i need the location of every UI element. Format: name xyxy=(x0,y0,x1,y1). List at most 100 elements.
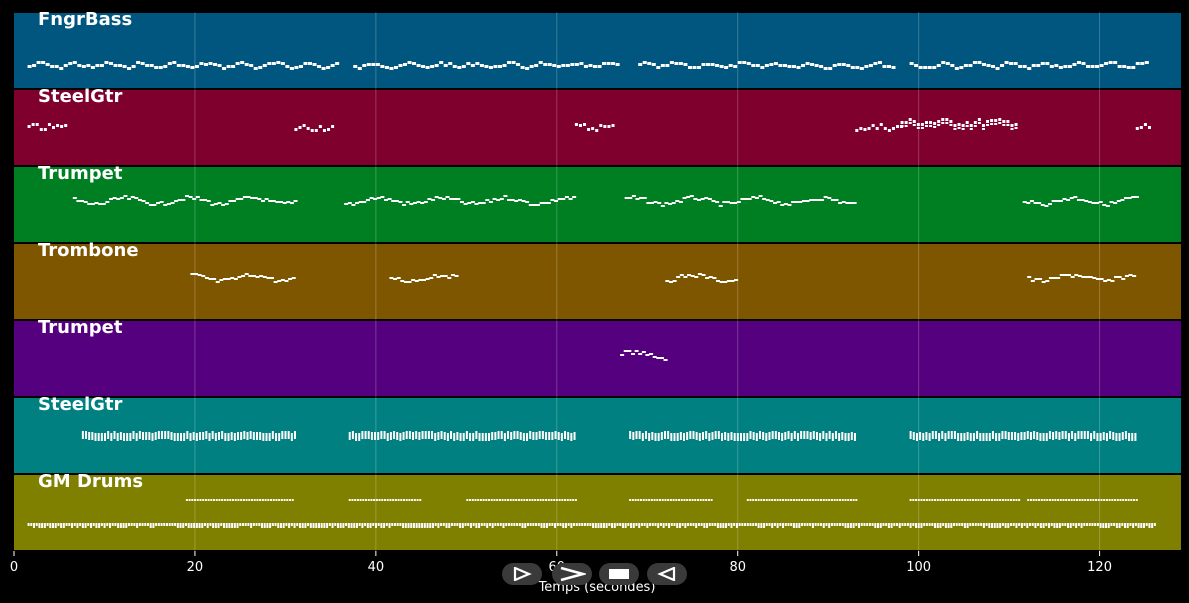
note-mark xyxy=(54,523,57,526)
note-mark xyxy=(957,127,961,129)
note-mark xyxy=(579,62,584,65)
note-mark xyxy=(583,523,586,526)
note-mark xyxy=(445,526,448,528)
note-mark xyxy=(777,432,780,440)
note-mark xyxy=(1110,280,1115,282)
note-mark xyxy=(475,431,478,439)
note-mark xyxy=(336,526,339,528)
track-lane xyxy=(14,475,1181,550)
note-mark xyxy=(724,432,727,440)
note-mark xyxy=(312,523,315,526)
note-mark xyxy=(277,523,280,526)
note-mark xyxy=(1111,499,1114,501)
note-mark xyxy=(1086,523,1089,526)
note-mark xyxy=(624,526,627,528)
note-mark xyxy=(479,64,484,67)
note-mark xyxy=(358,523,361,526)
note-mark xyxy=(161,431,164,439)
note-mark xyxy=(809,199,814,201)
track-notes xyxy=(27,118,1151,132)
note-mark xyxy=(891,127,895,130)
note-mark xyxy=(714,431,717,439)
note-mark xyxy=(1117,276,1122,278)
note-mark xyxy=(1031,64,1036,67)
note-mark xyxy=(1062,499,1065,501)
note-mark xyxy=(1103,499,1106,501)
note-mark xyxy=(969,128,973,130)
note-mark xyxy=(1052,277,1057,279)
play-button[interactable] xyxy=(502,563,542,585)
note-mark xyxy=(578,124,582,127)
note-mark xyxy=(823,196,828,198)
note-mark xyxy=(934,526,937,528)
note-mark xyxy=(277,526,280,528)
note-mark xyxy=(283,499,286,501)
note-mark xyxy=(1112,432,1115,440)
note-mark xyxy=(749,499,752,501)
note-mark xyxy=(1055,431,1058,439)
note-mark xyxy=(393,523,396,526)
note-mark xyxy=(251,499,254,501)
note-mark xyxy=(803,523,806,526)
note-mark xyxy=(1122,499,1125,501)
note-mark xyxy=(624,197,629,199)
note-mark xyxy=(701,63,706,66)
rewind-button[interactable] xyxy=(647,563,687,585)
note-mark xyxy=(1087,201,1092,203)
note-mark xyxy=(396,432,399,440)
note-mark xyxy=(651,432,654,440)
note-mark xyxy=(64,124,68,127)
note-mark xyxy=(1010,432,1013,440)
note-mark xyxy=(623,350,628,352)
note-mark xyxy=(174,200,179,202)
note-mark xyxy=(475,523,478,526)
note-mark xyxy=(798,526,801,528)
note-mark xyxy=(207,499,210,501)
note-mark xyxy=(912,432,915,440)
note-mark xyxy=(194,273,199,275)
note-mark xyxy=(213,203,218,205)
note-mark xyxy=(710,63,715,66)
fast-forward-button[interactable] xyxy=(552,563,592,585)
note-mark xyxy=(529,431,532,439)
note-mark xyxy=(1075,526,1078,528)
note-mark xyxy=(583,65,588,68)
note-mark xyxy=(408,499,411,501)
note-mark xyxy=(871,523,874,526)
note-mark xyxy=(145,432,148,440)
note-mark xyxy=(691,499,694,501)
note-mark xyxy=(239,198,244,200)
note-mark xyxy=(412,62,417,65)
note-mark xyxy=(874,523,877,526)
note-mark xyxy=(719,281,724,283)
stop-button[interactable] xyxy=(599,563,639,585)
note-mark xyxy=(912,499,915,501)
note-mark xyxy=(258,66,263,69)
note-mark xyxy=(521,526,524,528)
note-mark xyxy=(1034,278,1039,280)
note-mark xyxy=(440,523,443,526)
note-mark xyxy=(1053,526,1056,528)
note-mark xyxy=(763,499,766,501)
note-mark xyxy=(262,64,267,67)
note-mark xyxy=(638,523,641,526)
note-mark xyxy=(798,201,803,203)
note-mark xyxy=(1099,64,1104,67)
note-mark xyxy=(367,499,370,501)
note-mark xyxy=(755,64,760,67)
note-mark xyxy=(221,204,226,206)
note-mark xyxy=(355,202,360,204)
note-mark xyxy=(662,523,665,526)
note-mark xyxy=(38,526,41,528)
note-mark xyxy=(1119,499,1122,501)
note-mark xyxy=(765,499,768,501)
note-mark xyxy=(863,523,866,526)
note-mark xyxy=(423,526,426,528)
note-mark xyxy=(398,64,403,67)
note-mark xyxy=(241,523,244,526)
note-mark xyxy=(278,433,281,441)
note-mark xyxy=(942,499,945,501)
note-mark xyxy=(676,526,679,528)
note-mark xyxy=(393,66,398,69)
note-mark xyxy=(252,432,255,440)
